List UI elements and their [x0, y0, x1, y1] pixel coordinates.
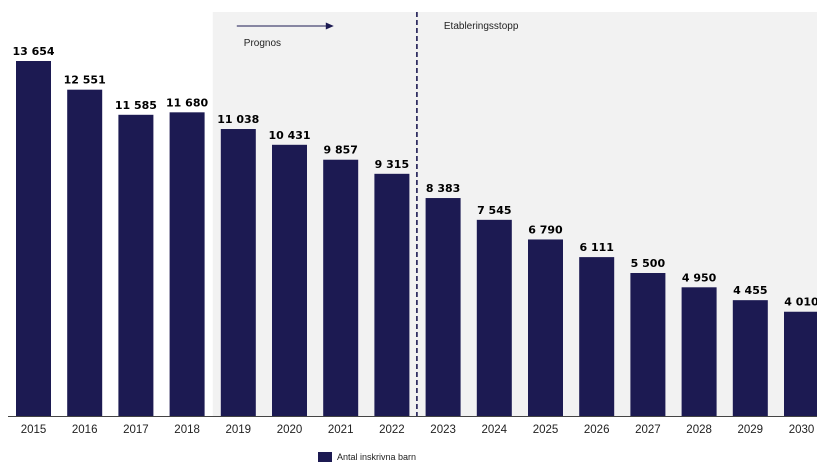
- value-label-2025: 6 790: [528, 223, 563, 236]
- bar-2029: [732, 300, 768, 416]
- bar-2019: [220, 129, 256, 416]
- x-tick-2017: 2017: [123, 424, 149, 436]
- value-label-2016: 12 551: [64, 74, 106, 87]
- bar-2020: [272, 144, 307, 416]
- x-tick-2029: 2029: [738, 424, 764, 436]
- bar-2016: [67, 89, 103, 416]
- x-tick-2020: 2020: [277, 424, 303, 436]
- bar-2017: [118, 114, 154, 416]
- x-tick-labels-group: 2015 2016 2017 2018 2019 2020 2021 2022 2023 2024…: [21, 424, 815, 436]
- value-label-2027: 5 500: [631, 257, 666, 270]
- x-tick-2018: 2018: [174, 424, 200, 436]
- x-tick-2030: 2030: [789, 424, 815, 436]
- x-tick-2022: 2022: [379, 424, 405, 436]
- bar-2018: [169, 112, 205, 416]
- x-tick-2028: 2028: [686, 424, 712, 436]
- bar-2025: [528, 239, 563, 416]
- prognos-arrow-icon: [325, 22, 334, 30]
- bar-2015: [16, 61, 51, 416]
- value-label-2021: 9 857: [323, 144, 357, 157]
- prognos-label: Prognos: [244, 38, 281, 49]
- value-label-2028: 4 950: [682, 271, 717, 284]
- x-tick-2015: 2015: [21, 424, 47, 436]
- value-label-2019: 11 038: [217, 113, 259, 126]
- bar-2024: [476, 219, 512, 416]
- bar-2027: [630, 273, 666, 416]
- bar-2026: [579, 257, 615, 416]
- value-label-2020: 10 431: [268, 129, 310, 142]
- value-label-2026: 6 111: [579, 241, 613, 254]
- legend-swatch: [318, 452, 332, 462]
- value-label-2015: 13 654: [12, 45, 54, 58]
- legend: Antal inskrivna barn: [318, 452, 416, 462]
- bar-2022: [374, 173, 410, 416]
- bar-2023: [425, 198, 461, 416]
- x-tick-2019: 2019: [226, 424, 252, 436]
- legend-label: Antal inskrivna barn: [337, 452, 417, 462]
- bar-2030: [784, 311, 817, 416]
- bars-group: [16, 61, 817, 416]
- value-label-2018: 11 680: [166, 96, 208, 109]
- value-label-2023: 8 383: [426, 182, 460, 195]
- value-label-2017: 11 585: [115, 99, 157, 112]
- etableringsstopp-label: Etableringsstopp: [444, 21, 519, 32]
- x-tick-2026: 2026: [584, 424, 610, 436]
- x-tick-2016: 2016: [72, 424, 98, 436]
- value-label-2029: 4 455: [733, 284, 767, 297]
- value-label-2024: 7 545: [477, 204, 511, 217]
- bar-2028: [681, 287, 717, 416]
- value-label-2030: 4 010: [784, 296, 817, 309]
- x-tick-2021: 2021: [328, 424, 354, 436]
- bar-2021: [323, 159, 359, 416]
- value-label-2022: 9 315: [375, 158, 409, 171]
- x-tick-2023: 2023: [430, 424, 456, 436]
- x-tick-2024: 2024: [482, 424, 508, 436]
- value-labels-group: 13 654 12 551 11 585 11 680 11 038 10 431 9 85…: [12, 45, 817, 309]
- x-tick-2027: 2027: [635, 424, 661, 436]
- x-tick-2025: 2025: [533, 424, 559, 436]
